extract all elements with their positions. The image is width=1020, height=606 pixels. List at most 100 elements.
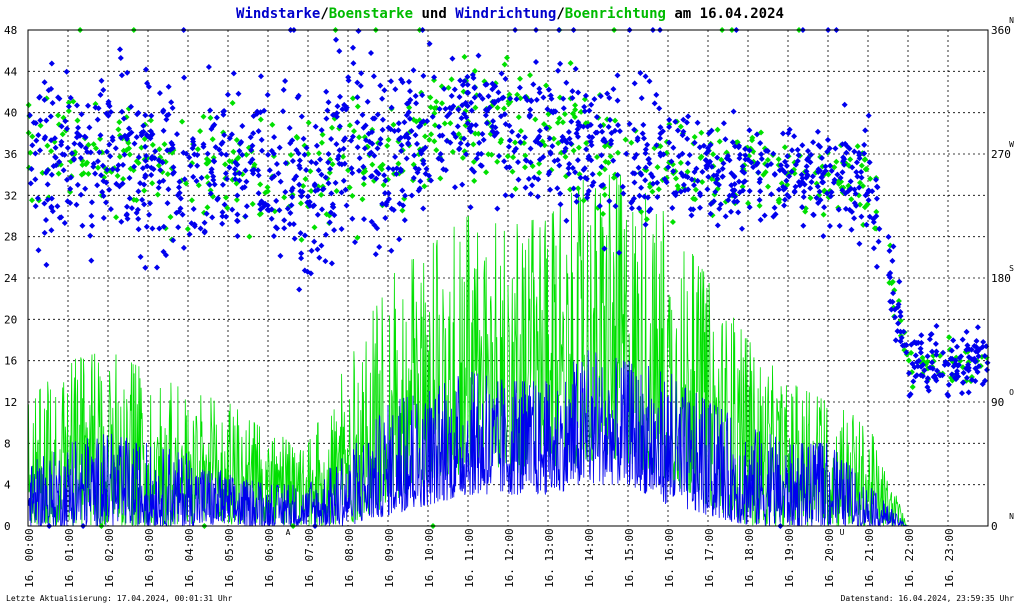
direction-point-2-1198 (839, 187, 846, 194)
direction-point-2-897 (198, 174, 205, 181)
direction-point-3-285 (65, 99, 72, 106)
direction-point-2-1076 (534, 193, 541, 200)
direction-point-3-454 (264, 184, 271, 191)
direction-point-2-342 (533, 59, 539, 65)
direction-point-2-355 (219, 220, 226, 227)
direction-point-2-955 (180, 244, 187, 251)
direction-point-2-148 (799, 204, 806, 211)
direction-point-3-459 (847, 156, 854, 163)
direction-point-2-146 (746, 188, 753, 194)
direction-point-2-61 (791, 133, 798, 140)
direction-point-3-338 (246, 233, 253, 240)
direction-point-2-1498 (226, 135, 233, 142)
direction-point-2-31 (82, 134, 89, 141)
direction-point-2-1141 (841, 101, 848, 108)
direction-point-2-722 (58, 123, 65, 130)
direction-point-3-192 (684, 168, 691, 175)
direction-point-2-1387 (270, 150, 277, 157)
direction-point-2-1409 (64, 144, 71, 151)
compass-label: O (1009, 388, 1014, 397)
direction-point-2-858 (933, 323, 940, 329)
direction-point-2-526 (684, 160, 691, 167)
direction-point-3-627 (522, 164, 528, 171)
direction-point-2-1367 (933, 348, 940, 355)
direction-point-2-225 (814, 183, 821, 190)
direction-point-2-425 (176, 184, 182, 191)
direction-point-2-1241 (128, 103, 134, 110)
direction-point-2-1289 (543, 125, 550, 132)
direction-point-2-581 (546, 169, 553, 175)
direction-point-2-19 (657, 135, 663, 142)
direction-point-3-612 (554, 119, 561, 126)
direction-point-2-876 (159, 159, 166, 166)
direction-point-2-587 (223, 213, 230, 220)
direction-point-3-559 (155, 162, 162, 169)
direction-point-2-1355 (76, 132, 83, 139)
direction-point-2-1158 (919, 373, 926, 380)
direction-point-2-420 (74, 181, 81, 188)
direction-point-2-1457 (530, 81, 537, 88)
direction-point-2-869 (688, 176, 695, 183)
direction-point-2-1051 (426, 172, 432, 179)
direction-point-3-398 (536, 169, 543, 176)
direction-point-2-442 (485, 93, 492, 100)
direction-point-2-187 (149, 225, 156, 232)
direction-point-2-319 (318, 171, 325, 178)
direction-point-2-1443 (794, 158, 801, 164)
direction-point-2-1069 (289, 185, 296, 192)
direction-point-3-288 (249, 201, 256, 207)
direction-point-2-1048 (547, 92, 554, 99)
direction-point-2-1201 (556, 162, 563, 169)
direction-point-2-214 (606, 94, 613, 101)
direction-point-2-1263 (207, 107, 214, 114)
direction-point-2-1474 (513, 96, 520, 103)
series-line-1 (27, 174, 988, 527)
direction-point-2-1461 (257, 109, 264, 116)
direction-point-3-634 (802, 208, 809, 215)
direction-point-2-1142 (406, 78, 412, 85)
direction-point-3-416 (257, 181, 264, 188)
direction-point-2-686 (171, 169, 177, 176)
direction-point-2-59 (786, 173, 793, 180)
direction-point-2-912 (338, 226, 345, 232)
direction-point-2-1352 (312, 123, 319, 130)
direction-point-2-651 (411, 152, 418, 159)
direction-point-2-250 (286, 125, 293, 131)
direction-point-3-88 (147, 117, 154, 124)
direction-point-2-235 (258, 136, 265, 143)
direction-point-2-132 (118, 218, 125, 225)
direction-point-3-33 (120, 176, 127, 182)
direction-point-2-1445 (975, 353, 982, 360)
direction-point-3-546 (509, 168, 516, 175)
direction-point-3-20 (369, 161, 376, 168)
direction-point-3-94 (311, 224, 318, 231)
direction-point-2-558 (756, 179, 763, 186)
direction-point-2-684 (756, 197, 763, 203)
direction-point-3-415 (562, 153, 569, 160)
direction-point-3-346 (517, 75, 523, 82)
direction-point-2-1444 (310, 203, 316, 210)
direction-point-3-169 (673, 175, 679, 182)
direction-point-2-1022 (547, 150, 554, 157)
direction-point-2-67 (824, 136, 831, 143)
title-part-3: und (413, 6, 455, 22)
direction-point-2-1046 (149, 153, 156, 160)
direction-point-2-165 (164, 200, 171, 207)
direction-point-2-591 (354, 79, 361, 86)
direction-point-2-1497 (348, 137, 355, 144)
direction-point-2-451 (43, 169, 49, 176)
direction-point-3-29 (504, 153, 511, 160)
direction-point-2-885 (651, 100, 658, 107)
direction-point-2-1071 (778, 162, 784, 169)
direction-point-2-635 (557, 201, 564, 208)
direction-point-2-964 (43, 261, 50, 268)
direction-point-3-536 (781, 144, 788, 151)
direction-point-2-989 (529, 182, 536, 189)
sunrise-marker: A (286, 528, 291, 537)
direction-point-2-977 (665, 164, 672, 171)
direction-point-2-954 (325, 99, 332, 106)
direction-point-2-813 (851, 148, 858, 155)
direction-point-2-825 (296, 157, 303, 164)
direction-point-2-22 (223, 175, 230, 182)
direction-point-3-537 (233, 196, 240, 203)
